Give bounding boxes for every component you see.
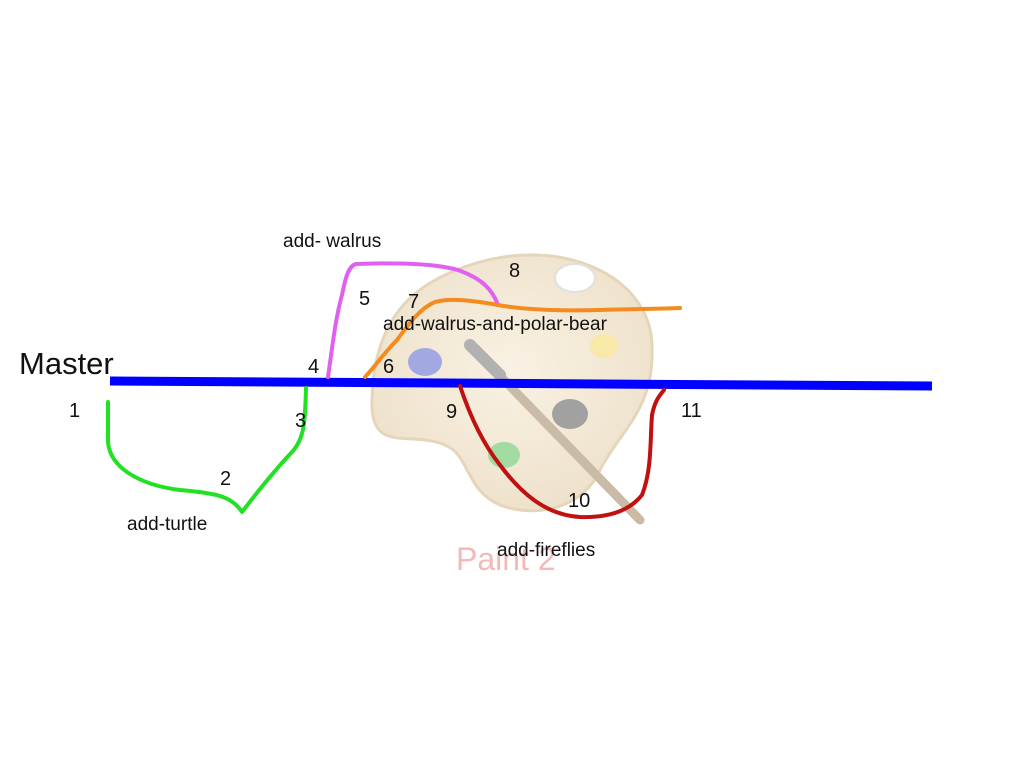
branch-line-polar [363, 297, 682, 379]
branch-label-polar: add-walrus-and-polar-bear [383, 314, 608, 335]
commit-label-6: 6 [383, 356, 394, 378]
commit-label-7: 7 [408, 291, 419, 313]
commit-label-10: 10 [568, 490, 590, 512]
watermark-text: Paint 2 [456, 541, 556, 577]
branch-line-walrus [326, 261, 500, 379]
commit-label-4: 4 [308, 356, 319, 378]
commit-label-1: 1 [69, 400, 80, 422]
branch-line-fireflies [458, 384, 666, 520]
master-label: Master [19, 346, 114, 381]
commit-label-9: 9 [446, 401, 457, 423]
master-line [109, 376, 933, 391]
branch-label-fireflies: add-fireflies [497, 540, 595, 561]
branch-label-walrus: add- walrus [283, 231, 381, 252]
branch-label-turtle: add-turtle [127, 514, 207, 535]
commit-label-3: 3 [295, 410, 306, 432]
commit-label-2: 2 [220, 468, 231, 490]
commit-label-8: 8 [509, 260, 520, 282]
commit-label-11: 11 [681, 400, 702, 422]
commit-label-5: 5 [359, 288, 370, 310]
branch-line-turtle [106, 386, 308, 514]
